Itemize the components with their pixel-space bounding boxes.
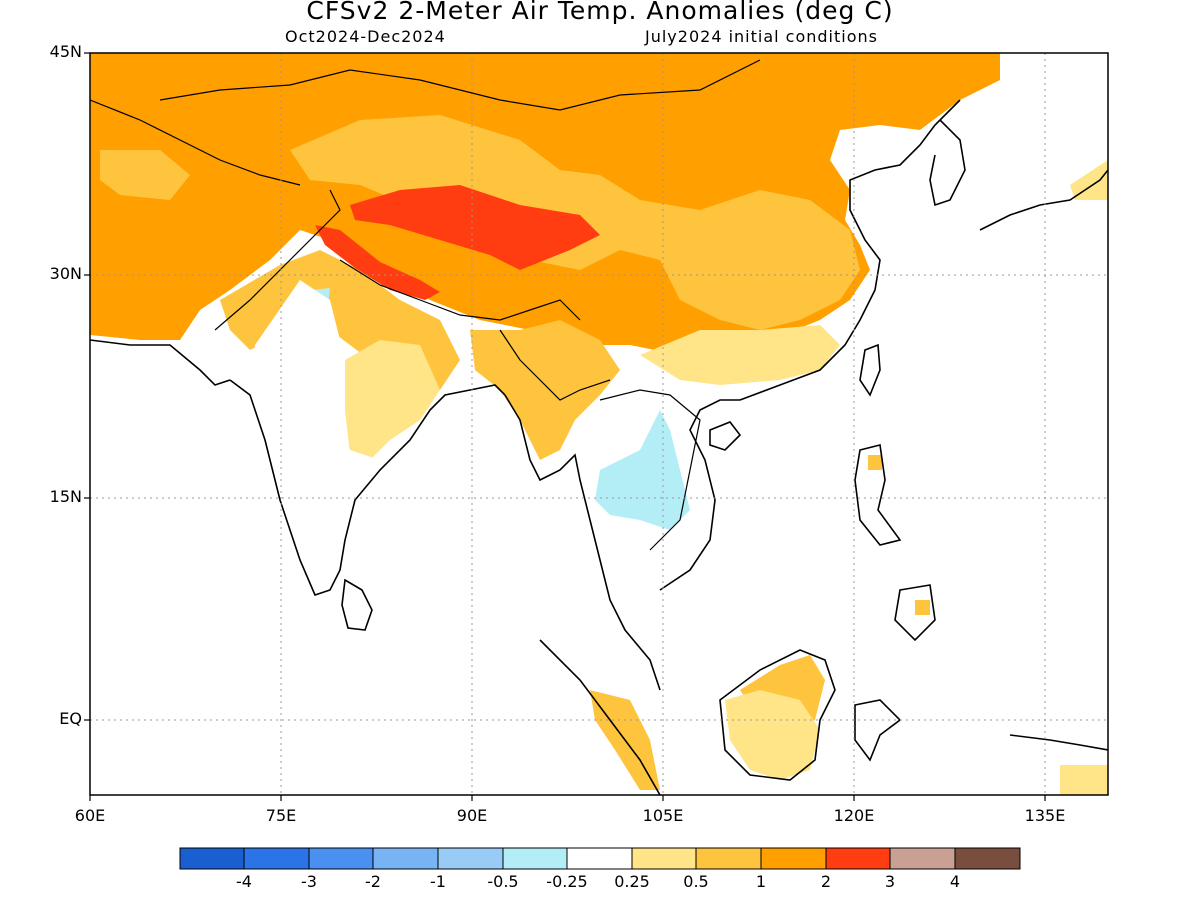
coast-srilanka xyxy=(341,578,373,631)
border-thailand xyxy=(599,389,701,551)
coast-korea xyxy=(929,119,966,207)
border-central-asia xyxy=(90,99,301,186)
lon-label-135e: 135E xyxy=(1024,806,1066,825)
lat-label-45n: 45N xyxy=(49,42,82,61)
colorbar-label: -0.5 xyxy=(487,872,519,891)
colorbar-label: 4 xyxy=(949,872,961,891)
anomaly-cool-thailand xyxy=(595,410,690,530)
colorbar-label: -4 xyxy=(236,872,252,891)
graticule xyxy=(90,53,1108,795)
colorbar-label: 1 xyxy=(755,872,767,891)
colorbar-label: 0.5 xyxy=(683,872,709,891)
anomaly-2-to-3-tibet xyxy=(350,185,600,270)
map-title: CFSv2 2-Meter Air Temp. Anomalies (deg C… xyxy=(306,0,894,25)
colorbar-swatch xyxy=(372,847,439,870)
coastlines xyxy=(90,99,1108,795)
colorbar-swatch xyxy=(954,847,1021,870)
anomaly-2-to-3-himalaya xyxy=(315,225,440,300)
colorbar-label: 2 xyxy=(820,872,832,891)
coast-luzon xyxy=(854,444,902,546)
colorbar-swatch xyxy=(179,847,245,870)
lon-label-60e: 60E xyxy=(74,806,106,825)
lon-label-120e: 120E xyxy=(833,806,875,825)
colorbar-swatch xyxy=(760,847,827,870)
border-himalaya xyxy=(339,259,581,321)
initial-conditions: July2024 initial conditions xyxy=(645,27,878,46)
border-china-north xyxy=(159,59,761,111)
colorbar-label: -1 xyxy=(430,872,446,891)
coast-sulawesi xyxy=(854,699,902,762)
coast-japan xyxy=(979,169,1108,231)
coast-india xyxy=(229,379,506,596)
coast-borneo xyxy=(719,649,836,781)
coast-indochina xyxy=(504,394,661,691)
coast-sumatra xyxy=(539,639,661,795)
coast-newguinea xyxy=(1009,734,1108,751)
country-borders xyxy=(90,59,761,551)
anomaly-0.25-to-0.5-south-china xyxy=(640,325,840,385)
colorbar-label: -2 xyxy=(365,872,381,891)
border-myanmar xyxy=(499,329,611,401)
coast-china xyxy=(739,99,961,401)
colorbar-swatch xyxy=(243,847,310,870)
colorbar-swatch xyxy=(308,847,374,870)
border-india-north xyxy=(214,189,341,331)
colorbar-swatch xyxy=(825,847,891,870)
axis-ticks xyxy=(84,52,1046,801)
forecast-period: Oct2024-Dec2024 xyxy=(285,27,446,46)
colorbar-swatch xyxy=(437,847,504,870)
anomaly-0.25-to-0.5-india xyxy=(345,340,440,460)
coast-arabian xyxy=(90,339,231,386)
lon-label-75e: 75E xyxy=(265,806,297,825)
colorbar-swatch xyxy=(631,847,697,870)
anomaly-0.25-to-0.5-borneo xyxy=(725,690,820,780)
lon-label-105e: 105E xyxy=(642,806,684,825)
colorbar-swatch xyxy=(889,847,956,870)
colorbar-label: -0.25 xyxy=(546,872,588,891)
colorbar-swatch xyxy=(695,847,762,870)
anomaly-0.5-to-1-west-asia xyxy=(100,150,190,200)
lat-label-eq: EQ xyxy=(59,709,82,728)
colorbar-swatch xyxy=(566,847,633,870)
coast-vietnam xyxy=(659,399,740,591)
map-area xyxy=(90,53,1108,795)
colorbar-label: 3 xyxy=(884,872,896,891)
coast-hainan xyxy=(709,421,742,451)
colorbar-label: -3 xyxy=(301,872,317,891)
near-normal-india xyxy=(250,280,430,600)
coast-mindanao xyxy=(894,584,936,642)
coast-taiwan xyxy=(859,343,881,397)
colorbar-label: 0.25 xyxy=(614,872,650,891)
colorbar-swatch xyxy=(502,847,568,870)
anomaly-0.5-to-1-myanmar xyxy=(470,320,620,460)
map-frame xyxy=(89,52,1109,796)
colorbar xyxy=(179,847,1021,870)
lon-label-90e: 90E xyxy=(456,806,488,825)
lat-label-30n: 30N xyxy=(49,264,82,283)
lat-label-15n: 15N xyxy=(49,487,82,506)
